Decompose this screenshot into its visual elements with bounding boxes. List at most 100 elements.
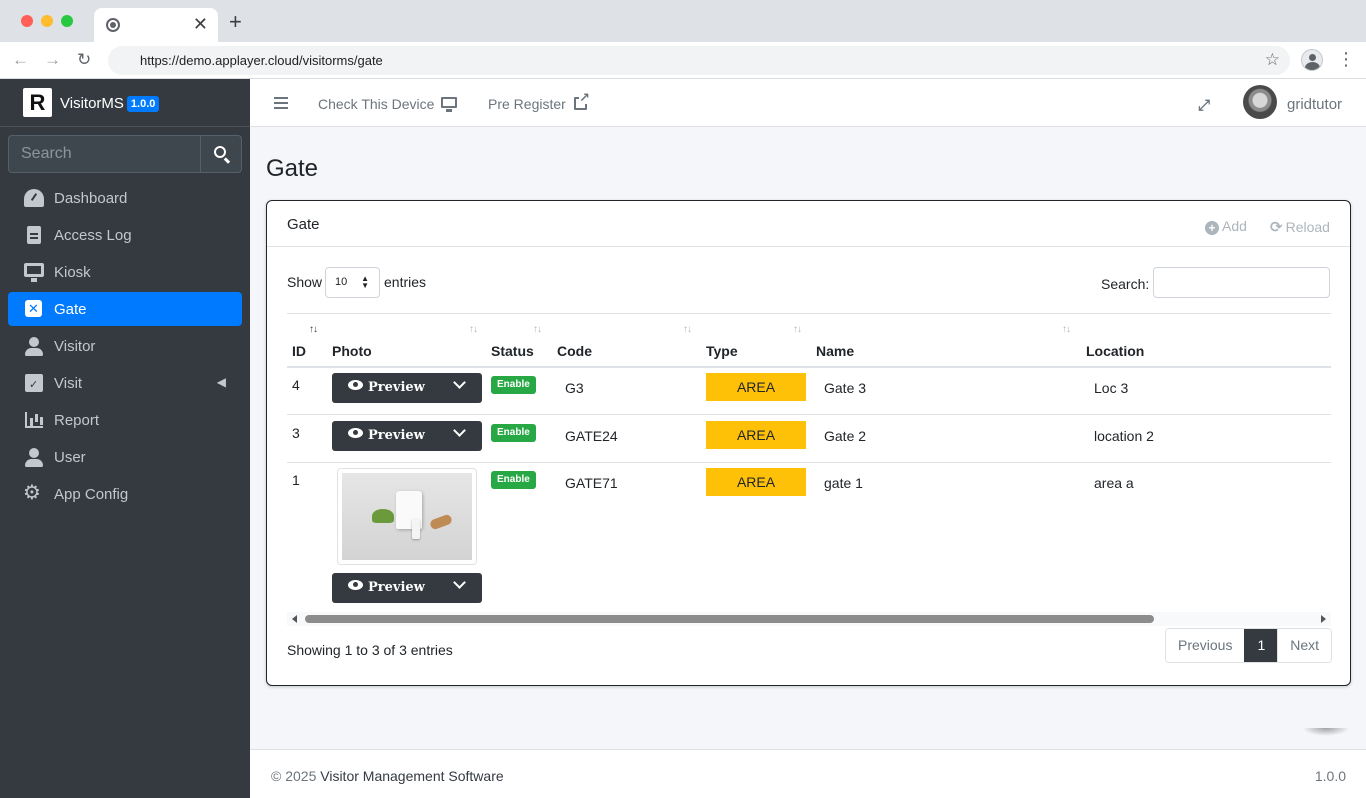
sidebar-item-gate[interactable]: ✕ Gate <box>8 292 242 326</box>
preview-button[interactable]: Preview <box>332 421 482 451</box>
table-header-divider <box>287 366 1331 368</box>
url-omnibox[interactable]: https://demo.applayer.cloud/visitorms/ga… <box>108 46 1290 75</box>
bookmark-star-icon[interactable]: ☆ <box>1264 50 1280 69</box>
column-header-status[interactable]: Status <box>491 343 534 359</box>
sidebar-item-label: Visit <box>54 375 83 392</box>
gate-table: ↑↓ ↑↓ ↑↓ ↑↓ ↑↓ ↑↓ ID Photo Status Code T… <box>287 313 1331 613</box>
sidebar-item-app-config[interactable]: ⚙ App Config <box>8 477 242 511</box>
reload-button[interactable]: ⟳ Reload <box>1270 218 1330 236</box>
column-header-type[interactable]: Type <box>706 343 738 359</box>
sidebar-item-access-log[interactable]: Access Log <box>8 218 242 252</box>
sort-icon[interactable]: ↑↓ <box>309 324 318 335</box>
window-minimize-dot[interactable] <box>41 15 53 27</box>
table-search-input[interactable] <box>1153 267 1330 298</box>
sidebar-item-kiosk[interactable]: Kiosk <box>8 255 242 289</box>
browser-profile-icon[interactable] <box>1301 49 1323 71</box>
pre-register-link[interactable]: Pre Register <box>488 96 566 112</box>
photo-plant <box>372 509 394 523</box>
username-label[interactable]: gridtutor <box>1287 96 1343 113</box>
sidebar-item-label: User <box>54 449 86 466</box>
sidebar-search-button[interactable] <box>200 135 242 173</box>
copyright-name[interactable]: Visitor Management Software <box>320 768 504 784</box>
eye-icon <box>348 428 363 438</box>
window-close-dot[interactable] <box>21 15 33 27</box>
sort-icon[interactable]: ↑↓ <box>1062 324 1071 335</box>
next-page-button[interactable]: Next <box>1278 629 1332 662</box>
scroll-right-icon[interactable] <box>1321 615 1326 623</box>
avatar[interactable] <box>1243 85 1277 119</box>
sidebar-item-report[interactable]: Report <box>8 403 242 437</box>
brand-link[interactable]: R VisitorMS 1.0.0 <box>0 79 250 127</box>
product-photo <box>342 473 472 560</box>
row-id: 1 <box>292 472 300 488</box>
row-divider <box>287 414 1331 415</box>
browser-menu-kebab-icon[interactable]: ⋮ <box>1337 49 1355 69</box>
reload-label: Reload <box>1285 219 1330 235</box>
sort-icon[interactable]: ↑↓ <box>533 324 542 335</box>
new-tab-button[interactable]: + <box>229 9 242 34</box>
sidebar-search-input[interactable] <box>8 135 200 173</box>
horizontal-scrollbar[interactable] <box>287 612 1331 626</box>
sort-icon[interactable]: ↑↓ <box>469 324 478 335</box>
row-id: 3 <box>292 425 300 441</box>
scrollbar-thumb[interactable] <box>305 615 1154 623</box>
sort-icon[interactable]: ↑↓ <box>683 324 692 335</box>
chevron-down-icon <box>453 376 466 389</box>
back-arrow-icon[interactable]: ← <box>12 50 29 69</box>
sidebar-item-visitor[interactable]: Visitor <box>8 329 242 363</box>
monitor-icon[interactable] <box>441 97 457 112</box>
browser-tab-bar: ✕ + <box>0 0 1366 42</box>
chevron-down-icon <box>453 424 466 437</box>
page-length-select[interactable]: 10 ▲ ▼ <box>325 267 380 298</box>
sidebar-item-label: Dashboard <box>54 190 128 207</box>
page-1-button[interactable]: 1 <box>1244 629 1279 662</box>
search-icon <box>214 146 226 158</box>
check-device-link[interactable]: Check This Device <box>318 96 435 112</box>
preview-button[interactable]: Preview <box>332 573 482 603</box>
window-maximize-dot[interactable] <box>61 15 73 27</box>
url-text[interactable]: https://demo.applayer.cloud/visitorms/ga… <box>140 53 383 68</box>
card-title: Gate <box>287 216 320 233</box>
eye-icon <box>348 380 363 390</box>
previous-page-button[interactable]: Previous <box>1166 629 1245 662</box>
column-header-name[interactable]: Name <box>816 343 855 359</box>
hamburger-menu-icon[interactable] <box>274 97 288 99</box>
column-header-id[interactable]: ID <box>292 343 306 359</box>
chrome-favicon-icon <box>106 18 120 32</box>
column-header-location[interactable]: Location <box>1086 343 1145 359</box>
desktop-icon <box>24 263 44 282</box>
type-badge: AREA <box>706 421 806 449</box>
sidebar-item-dashboard[interactable]: Dashboard <box>8 181 242 215</box>
scroll-left-icon[interactable] <box>292 615 297 623</box>
reload-icon[interactable]: ↻ <box>77 50 92 69</box>
row-divider <box>287 462 1331 463</box>
browser-tab[interactable]: ✕ <box>94 8 218 42</box>
forward-arrow-icon[interactable]: → <box>44 50 61 69</box>
card-header: Gate + Add ⟳ Reload <box>267 201 1350 247</box>
sidebar-item-label: Report <box>54 412 100 429</box>
preview-label: Preview <box>368 380 425 395</box>
external-link-icon[interactable] <box>574 91 590 110</box>
preview-button[interactable]: Preview <box>332 373 482 403</box>
add-button[interactable]: + Add <box>1205 218 1247 235</box>
tab-close-icon[interactable]: ✕ <box>192 14 208 34</box>
sidebar-item-visit[interactable]: Visit ◀ <box>8 366 242 400</box>
copyright-prefix: © 2025 <box>271 768 317 784</box>
column-header-photo[interactable]: Photo <box>332 343 372 359</box>
table-info: Showing 1 to 3 of 3 entries <box>287 642 453 658</box>
gate-photo-thumbnail[interactable] <box>337 468 477 565</box>
page-title: Gate <box>266 155 319 182</box>
brand-name: VisitorMS <box>60 95 124 112</box>
fullscreen-expand-icon[interactable]: ⤢ <box>1198 97 1211 114</box>
browser-address-bar: ← → ↻ https://demo.applayer.cloud/visito… <box>0 42 1366 79</box>
column-header-code[interactable]: Code <box>557 343 592 359</box>
chevron-left-icon: ◀ <box>216 375 226 389</box>
sort-icon[interactable]: ↑↓ <box>793 324 802 335</box>
chevron-down-icon <box>453 576 466 589</box>
row-location: Loc 3 <box>1094 380 1129 396</box>
type-badge: AREA <box>706 468 806 496</box>
bar-chart-icon <box>25 412 43 428</box>
row-location: area a <box>1094 475 1134 491</box>
gears-icon: ⚙ <box>23 482 41 504</box>
sidebar-item-user[interactable]: User <box>8 440 242 474</box>
